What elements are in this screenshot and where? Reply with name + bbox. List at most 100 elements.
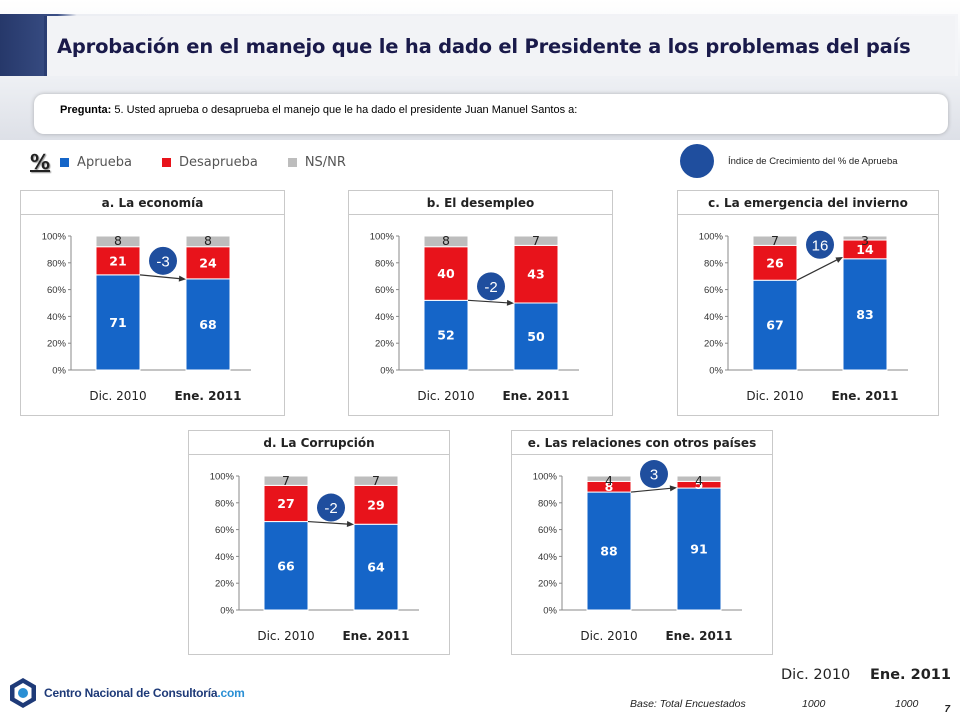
legend-item-nsnr: NS/NR — [287, 155, 346, 170]
bar-desaprueba — [185, 246, 231, 280]
logo-domain: .com — [217, 686, 245, 700]
question-label: Pregunta: — [60, 104, 112, 116]
footer-year-ene: Ene. 2011 — [870, 667, 951, 683]
trend-arrowhead — [506, 299, 514, 306]
y-tick-label: 60% — [704, 285, 724, 296]
bar-aprueba — [263, 521, 309, 611]
y-tick-label: 40% — [215, 552, 235, 563]
y-tick-label: 100% — [42, 232, 67, 243]
trend-connector — [630, 487, 674, 493]
data-label-aprueba: 67 — [766, 318, 783, 333]
trend-arrowhead — [669, 485, 677, 492]
y-tick-label: 100% — [370, 232, 395, 243]
y-tick-label: 100% — [699, 232, 724, 243]
x-tick-label: Ene. 2011 — [502, 389, 569, 403]
y-tick-label: 60% — [375, 285, 395, 296]
y-tick-label: 40% — [47, 312, 67, 323]
data-label-desaprueba: 26 — [766, 255, 784, 270]
growth-index-label: Índice de Crecimiento del % de Aprueba — [728, 155, 898, 167]
bar-desaprueba — [423, 246, 469, 301]
chart-title: b. El desempleo — [349, 191, 612, 215]
legend-swatch-aprueba — [60, 157, 70, 167]
legend-swatch-nsnr — [287, 157, 297, 167]
y-tick-label: 100% — [210, 472, 235, 483]
bar-nsnr — [586, 475, 632, 482]
trend-connector — [796, 258, 840, 281]
bar-nsnr — [842, 235, 888, 241]
chart-title: e. Las relaciones con otros países — [512, 431, 772, 455]
growth-index-badge — [806, 230, 834, 259]
chart-panel-relaciones: e. Las relaciones con otros países 0% 20%… — [511, 430, 773, 655]
x-tick-label: Dic. 2010 — [89, 389, 146, 403]
question-box: Pregunta: 5. Usted aprueba o desaprueba … — [34, 94, 948, 134]
chart-svg: 0% 20% 40% 60% 80% 100% 67 26 7 Dic. 2010 83 143 Ene… — [699, 230, 908, 403]
data-label-aprueba: 64 — [367, 560, 385, 575]
x-tick-label: Ene. 2011 — [831, 389, 898, 403]
data-label-nsnr: 8 — [204, 233, 212, 248]
chart-svg: 0% 20% 40% 60% 80% 100% 71 21 8 Dic. 2010 68 24 8 Ene… — [42, 232, 251, 403]
y-tick-label: 80% — [538, 498, 558, 509]
data-label-aprueba: 50 — [527, 329, 545, 344]
data-label-desaprueba: 43 — [527, 267, 544, 282]
y-tick-label: 20% — [538, 579, 558, 590]
bar-aprueba — [353, 523, 399, 611]
question-text: 5. Usted aprueba o desaprueba el manejo … — [111, 104, 578, 116]
x-tick-label: Ene. 2011 — [174, 389, 241, 403]
data-label-nsnr: 7 — [282, 473, 290, 488]
y-tick-label: 0% — [380, 366, 394, 377]
page-title: Aprobación en el manejo que le ha dado e… — [57, 34, 911, 58]
chart-panel-invierno: c. La emergencia del invierno 0% 20% 40% 60… — [677, 190, 939, 416]
bar-nsnr — [513, 235, 559, 246]
y-tick-label: 40% — [704, 312, 724, 323]
chart-panel-economia: a. La economía 0% 20% 40% 60% 80% 100% 71 21 8 Di… — [20, 190, 285, 416]
y-tick-label: 80% — [47, 258, 67, 269]
trend-arrowhead — [346, 521, 354, 528]
bar-nsnr — [95, 235, 141, 248]
data-label-nsnr: 3 — [861, 233, 869, 248]
bar-aprueba — [752, 279, 798, 371]
y-tick-label: 0% — [709, 366, 723, 377]
y-tick-label: 20% — [47, 339, 67, 350]
x-tick-label: Dic. 2010 — [257, 629, 314, 643]
chart-panel-desempleo: b. El desempleo 0% 20% 40% 60% 80% 100% 52 40 8 D… — [348, 190, 613, 416]
y-tick-label: 20% — [215, 579, 235, 590]
data-label-aprueba: 52 — [437, 328, 454, 343]
chart-svg: 0% 20% 40% 60% 80% 100% 52 40 8 Dic. 2010 50 43 7 Ene… — [370, 232, 579, 403]
data-label-aprueba: 83 — [856, 307, 873, 322]
data-label-desaprueba: 27 — [277, 496, 294, 511]
legend-item-aprueba: Aprueba — [60, 155, 132, 170]
y-tick-label: 20% — [704, 339, 724, 350]
legend-label-aprueba: Aprueba — [77, 154, 132, 170]
percent-symbol: % — [30, 150, 51, 174]
data-label-nsnr: 8 — [442, 233, 450, 248]
y-tick-label: 60% — [215, 525, 235, 536]
bar-desaprueba — [353, 484, 399, 525]
data-label-desaprueba: 8 — [605, 479, 614, 494]
base-n-ene: 1000 — [895, 698, 919, 710]
bar-nsnr — [752, 235, 798, 246]
bar-nsnr — [353, 475, 399, 486]
growth-index-badge — [640, 460, 668, 489]
logo-text: Centro Nacional de Consultoría.com — [44, 686, 245, 700]
trend-arrowhead — [178, 275, 186, 282]
data-label-nsnr: 4 — [695, 473, 703, 488]
bar-aprueba — [423, 299, 469, 371]
chart-svg: 0% 20% 40% 60% 80% 100% 66 27 7 Dic. 2010 64 29 7 Ene… — [210, 472, 419, 643]
x-tick-label: Dic. 2010 — [746, 389, 803, 403]
data-label-desaprueba: 14 — [856, 242, 874, 257]
y-tick-label: 40% — [538, 552, 558, 563]
y-tick-label: 0% — [543, 606, 557, 617]
base-n-dic: 1000 — [802, 698, 826, 710]
company-logo: Centro Nacional de Consultoría.com — [6, 676, 245, 710]
bar-desaprueba — [752, 244, 798, 281]
y-tick-label: 60% — [47, 285, 67, 296]
data-label-aprueba: 88 — [600, 544, 617, 559]
y-tick-label: 80% — [215, 498, 235, 509]
growth-index-value: -2 — [484, 279, 497, 296]
data-label-nsnr: 4 — [605, 473, 613, 488]
growth-index-dot-icon — [680, 144, 714, 178]
y-tick-label: 20% — [375, 339, 395, 350]
growth-index-legend: Índice de Crecimiento del % de Aprueba — [680, 144, 898, 178]
growth-index-badge — [149, 246, 177, 275]
bar-desaprueba — [95, 246, 141, 276]
